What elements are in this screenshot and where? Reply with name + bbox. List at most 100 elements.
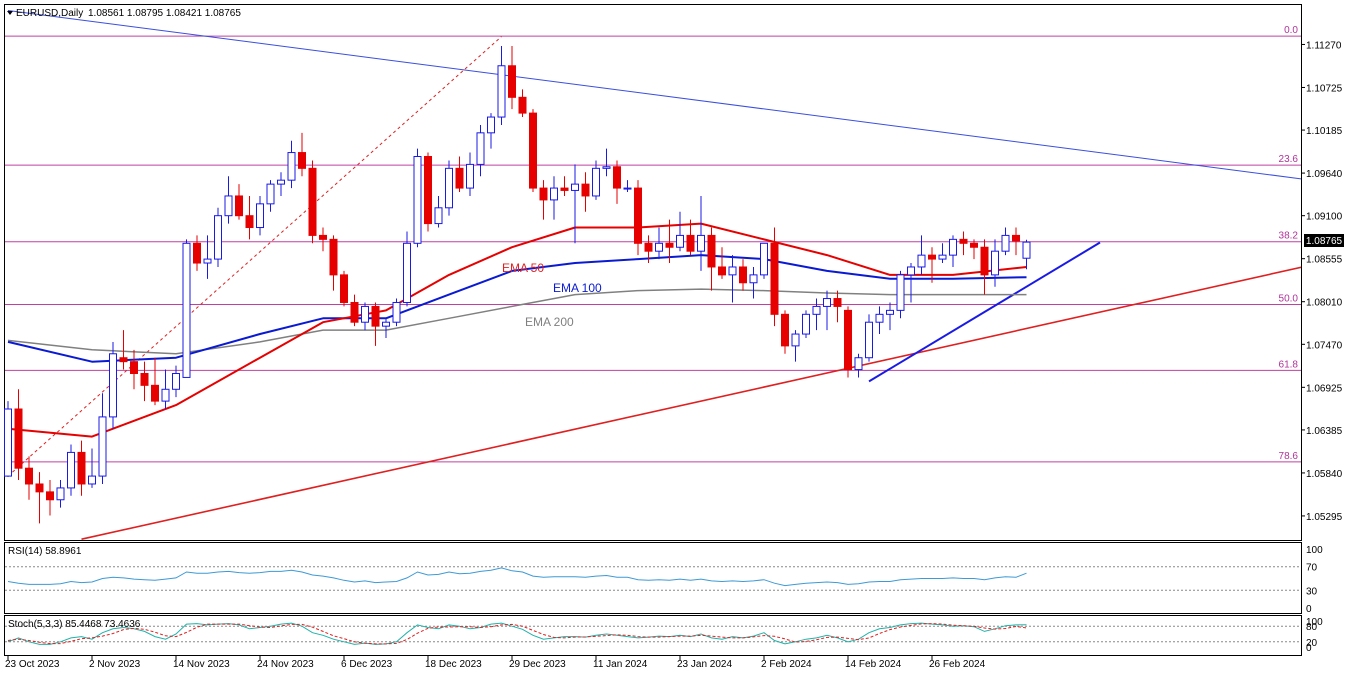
bull-candle — [886, 302, 894, 331]
candle-body — [424, 156, 432, 225]
candle-body — [844, 309, 852, 371]
bull-candle — [445, 160, 453, 216]
bull-candle — [277, 172, 285, 196]
bull-candle — [812, 298, 821, 331]
bull-candle — [67, 444, 75, 496]
candle-body — [319, 234, 327, 240]
bull-candle — [823, 290, 831, 331]
bull-candle — [361, 302, 369, 331]
bear-candle — [970, 239, 978, 260]
candle-body — [382, 321, 390, 327]
bull-candle — [917, 235, 926, 275]
price-tick-label: 1.08555 — [1306, 255, 1343, 266]
bull-candle — [161, 369, 170, 410]
bear-candle — [424, 152, 432, 232]
bull-candle — [602, 148, 611, 177]
candle-body — [865, 321, 873, 359]
candle-body — [823, 298, 831, 307]
candle-body — [655, 242, 663, 252]
candle-body — [329, 238, 338, 276]
bear-candle — [665, 219, 674, 264]
current-price-label: 1.08765 — [1306, 236, 1343, 247]
candle-body — [203, 258, 212, 264]
bear-candle — [319, 227, 327, 252]
bear-candle — [959, 231, 968, 256]
bear-candle — [508, 46, 516, 110]
bull-candle — [497, 46, 506, 125]
candle-body — [613, 166, 621, 189]
price-tick-label: 1.05295 — [1306, 512, 1343, 523]
symbol-menu-arrow-icon[interactable] — [7, 11, 13, 15]
bear-candle — [245, 195, 254, 240]
fib-level-label: 61.8 — [1279, 359, 1299, 370]
candle-body — [340, 274, 348, 303]
bull-candle — [214, 207, 222, 267]
candle-body — [298, 152, 306, 169]
price-tick-label: 1.11270 — [1306, 40, 1342, 51]
bull-candle — [172, 365, 180, 398]
candle-body — [35, 483, 44, 493]
stoch-tick-label: 80 — [1306, 622, 1318, 633]
ema100-line — [7, 254, 1027, 363]
bear-candle — [298, 132, 306, 177]
fib-level-label: 78.6 — [1279, 451, 1299, 462]
candle-body — [224, 195, 233, 217]
bull-candle — [991, 239, 999, 287]
candle-body — [854, 357, 863, 371]
bear-candle — [151, 357, 159, 406]
candle-body — [665, 242, 674, 248]
bear-candle — [130, 349, 138, 390]
stoch-tick-label: 100 — [1306, 617, 1323, 628]
bear-candle — [928, 247, 936, 283]
candle-body — [1012, 234, 1020, 242]
candle-body — [707, 234, 716, 268]
candle-body — [25, 467, 33, 485]
candle-body — [896, 274, 905, 311]
bull-candle — [109, 341, 117, 429]
candle-body — [518, 96, 527, 114]
bear-candle — [718, 247, 726, 279]
bear-candle — [518, 89, 527, 118]
candle-body — [791, 333, 800, 347]
candle-body — [361, 305, 369, 323]
candle-body — [4, 408, 12, 477]
candle-body — [602, 166, 611, 169]
candle-body — [508, 65, 516, 98]
candle-body — [676, 234, 684, 248]
fib-level-label: 23.6 — [1279, 154, 1299, 165]
price-tick-label: 1.08010 — [1306, 298, 1343, 309]
bull-candle — [466, 152, 474, 196]
bull-candle — [938, 243, 947, 264]
bear-candle — [613, 160, 621, 204]
time-tick-label: 2 Feb 2024 — [761, 659, 812, 670]
bull-candle — [88, 448, 96, 488]
time-tick-label: 11 Jan 2024 — [593, 659, 648, 670]
bull-candle — [1001, 227, 1010, 256]
time-tick-label: 2 Nov 2023 — [89, 659, 141, 670]
fib-level-label: 0.0 — [1284, 25, 1298, 36]
candle-body — [98, 416, 107, 477]
bear-candle — [119, 330, 128, 370]
bull-candle — [791, 330, 800, 362]
trendlines — [7, 10, 1301, 540]
candle-body — [455, 167, 464, 189]
bull-candle — [571, 164, 579, 244]
candle-body — [434, 207, 443, 225]
candlesticks — [4, 46, 1031, 524]
candle-body — [245, 215, 254, 229]
bear-candle — [371, 302, 380, 346]
bull-candle — [224, 176, 233, 224]
bear-candle — [329, 235, 338, 291]
bear-candle — [686, 219, 695, 256]
candle-body — [487, 116, 495, 134]
candle-body — [581, 183, 590, 197]
candle-body — [760, 242, 768, 276]
candle-body — [1001, 234, 1010, 252]
candle-body — [214, 215, 222, 260]
candle-body — [88, 475, 96, 485]
rsi-line — [7, 567, 1027, 587]
current-price-tag — [1304, 234, 1344, 247]
rsi-tick-label: 0 — [1306, 604, 1312, 615]
